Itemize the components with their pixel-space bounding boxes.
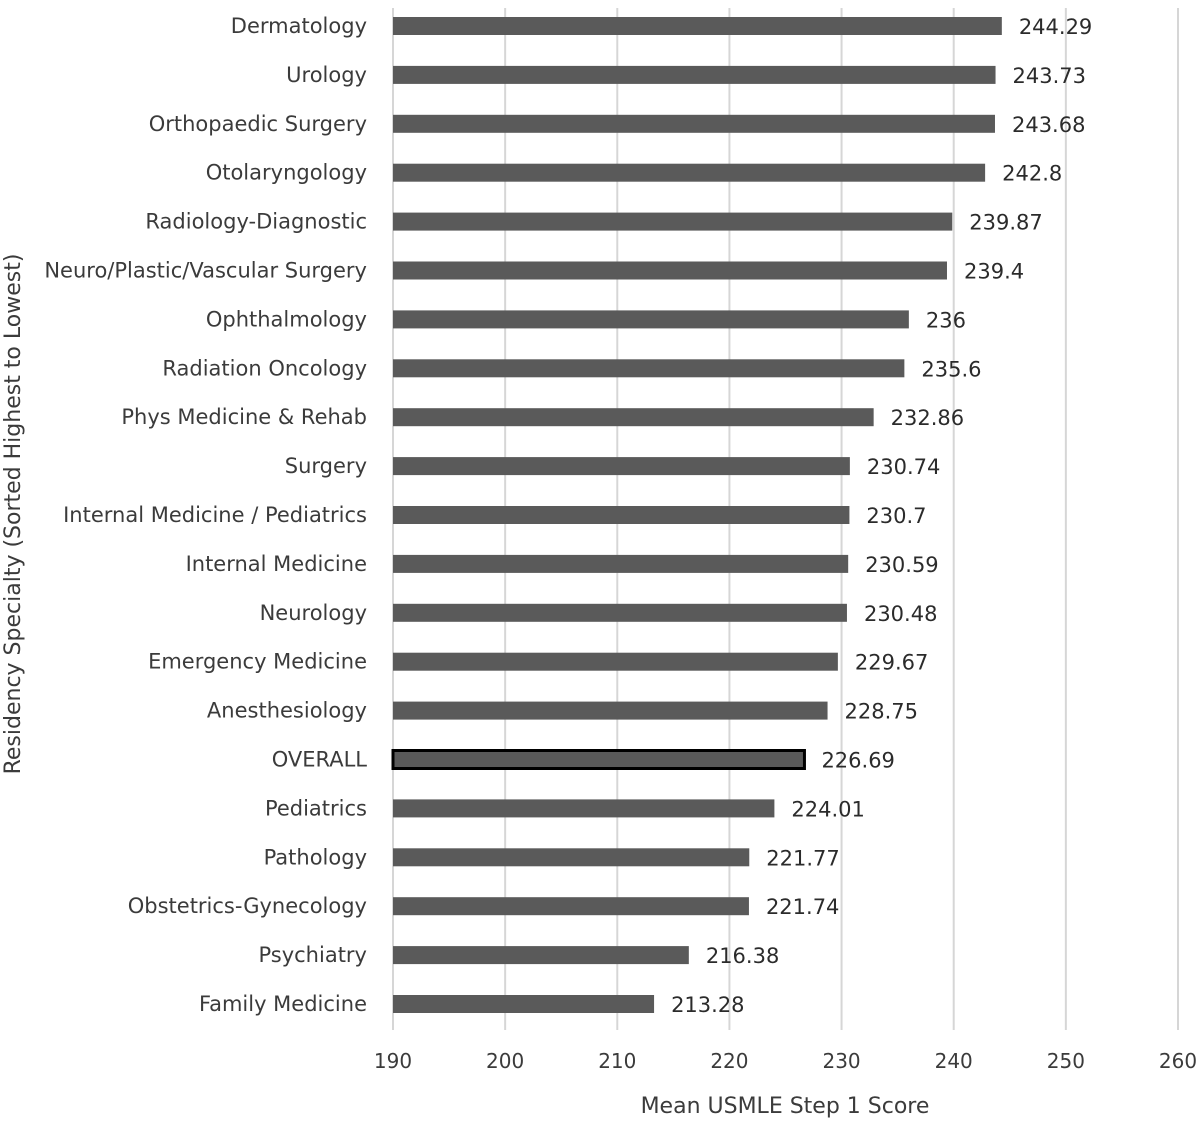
x-tick-labels: 190 200 210 220 230 240 250 260: [374, 1049, 1197, 1073]
x-tick-label: 250: [1047, 1049, 1085, 1073]
data-label: 230.59: [865, 553, 938, 577]
category-label: Dermatology: [231, 14, 367, 38]
value-labels: 244.29 243.73 243.68 242.8 239.87 239.4 236 235…: [671, 15, 1092, 1017]
data-label: 235.6: [921, 357, 981, 381]
x-tick-label: 260: [1159, 1049, 1197, 1073]
category-label: Radiation Oncology: [162, 356, 367, 380]
bar: [393, 506, 850, 524]
bar: [393, 17, 1002, 35]
bar: [393, 359, 905, 378]
x-tick-label: 190: [374, 1049, 412, 1073]
bar-overall: [391, 749, 806, 770]
bar: [393, 408, 874, 427]
category-label: Surgery: [285, 454, 367, 478]
bar: [393, 946, 689, 965]
data-label: 236: [926, 308, 966, 332]
category-label: Radiology-Diagnostic: [145, 210, 367, 234]
data-label: 224.01: [791, 797, 864, 821]
data-label: 239.4: [964, 260, 1024, 284]
bar: [393, 114, 995, 133]
bar: [393, 554, 849, 573]
category-label: Anesthesiology: [207, 699, 367, 723]
category-label: Obstetrics-Gynecology: [128, 894, 367, 918]
bar: [393, 310, 909, 329]
bar: [393, 995, 655, 1013]
y-axis-title: Residency Specialty (Sorted Highest to L…: [1, 254, 26, 775]
category-label: Internal Medicine / Pediatrics: [63, 503, 367, 527]
bars: [391, 17, 1002, 1013]
data-label: 216.38: [706, 944, 779, 968]
bar: [393, 848, 750, 867]
data-label: 243.68: [1012, 113, 1085, 137]
x-tick-label: 220: [710, 1049, 748, 1073]
data-label: 229.67: [855, 651, 928, 675]
category-label: Internal Medicine: [186, 552, 367, 576]
data-label: 230.48: [864, 602, 937, 626]
category-label: OVERALL: [272, 748, 368, 772]
bar: [393, 212, 953, 231]
category-label: Neuro/Plastic/Vascular Surgery: [44, 259, 367, 283]
data-label: 244.29: [1019, 15, 1092, 39]
category-label: Psychiatry: [258, 943, 367, 967]
category-label: Pediatrics: [265, 796, 367, 820]
category-label: Neurology: [260, 601, 367, 625]
x-tick-label: 240: [935, 1049, 973, 1073]
category-label: Family Medicine: [199, 992, 367, 1016]
data-label: 239.87: [969, 211, 1042, 235]
x-tick-label: 200: [486, 1049, 524, 1073]
data-label: 226.69: [821, 749, 894, 773]
bar: [393, 799, 775, 818]
category-label: Phys Medicine & Rehab: [121, 405, 367, 429]
data-label: 243.73: [1013, 64, 1086, 88]
category-label: Pathology: [264, 845, 367, 869]
bar: [393, 65, 996, 84]
x-axis-title: Mean USMLE Step 1 Score: [641, 1094, 930, 1119]
category-labels: Dermatology Urology Orthopaedic Surgery Oto…: [44, 14, 367, 1016]
x-tick-label: 210: [598, 1049, 636, 1073]
data-label: 221.74: [766, 895, 839, 919]
category-label: Emergency Medicine: [148, 650, 367, 674]
category-label: Ophthalmology: [206, 307, 367, 331]
bar: [393, 897, 749, 916]
data-label: 242.8: [1002, 162, 1062, 186]
bar: [393, 163, 986, 182]
bar: [393, 701, 828, 720]
bar: [393, 261, 947, 280]
data-label: 228.75: [845, 700, 918, 724]
category-label: Urology: [286, 63, 367, 87]
x-tick-label: 230: [822, 1049, 860, 1073]
bar: [393, 603, 847, 622]
category-label: Otolaryngology: [206, 161, 367, 185]
bar: [393, 457, 850, 476]
data-label: 232.86: [891, 406, 964, 430]
category-label: Orthopaedic Surgery: [149, 112, 367, 136]
bar: [393, 652, 838, 671]
data-label: 230.7: [866, 504, 926, 528]
data-label: 230.74: [867, 455, 940, 479]
data-label: 213.28: [671, 993, 744, 1017]
data-label: 221.77: [766, 846, 839, 870]
